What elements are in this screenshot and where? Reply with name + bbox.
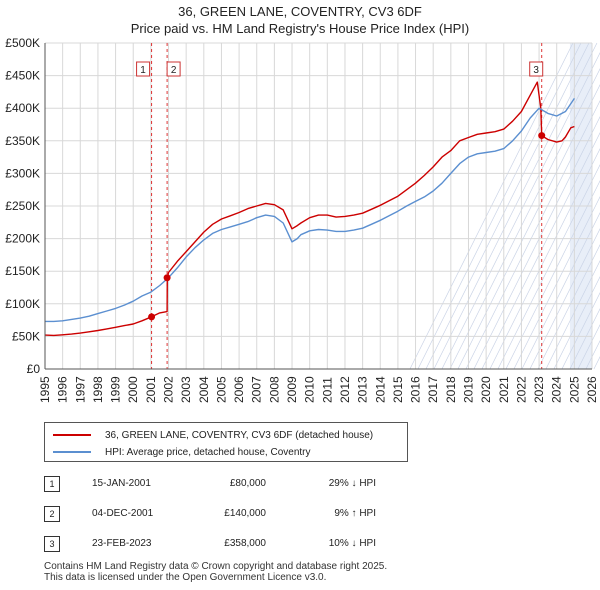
y-tick-label: £150K (5, 264, 40, 278)
transaction-marker: 3 (44, 536, 60, 552)
x-tick-label: 1997 (73, 376, 87, 403)
transaction-row: 1 15-JAN-2001 £80,000 29% ↓ HPI (44, 476, 464, 492)
x-tick-label: 2026 (585, 376, 599, 403)
x-tick-label: 1996 (56, 376, 70, 403)
plot-area: 1 2 3 £0 £50K £100K £150K £200K £250K £300K £350K £… (5, 36, 600, 403)
forecast-hatch (553, 276, 600, 370)
x-tick-label: 2018 (444, 376, 458, 403)
y-tick-label: £200K (5, 232, 40, 246)
chart-title: 36, GREEN LANE, COVENTRY, CV3 6DF (178, 4, 422, 19)
transaction-hpi-diff: 9% ↑ HPI (334, 508, 376, 519)
x-tick-label: 2021 (497, 376, 511, 403)
y-tick-label: £300K (5, 166, 40, 180)
transaction-price: £140,000 (224, 508, 266, 519)
transaction-hpi-diff: 29% ↓ HPI (328, 478, 376, 489)
transaction-marker: 2 (44, 506, 60, 522)
sale-label-box (136, 61, 151, 77)
x-tick-label: 2004 (197, 376, 211, 403)
sale-point (148, 313, 156, 321)
y-tick-label: £250K (5, 199, 40, 213)
legend-swatch-property (53, 434, 91, 436)
legend-item-property: 36, GREEN LANE, COVENTRY, CV3 6DF (detac… (53, 427, 373, 443)
transaction-date: 04-DEC-2001 (92, 508, 154, 519)
x-tick-label: 1999 (109, 376, 123, 403)
property-price-line (44, 81, 575, 337)
x-tick-label: 2015 (391, 376, 405, 403)
x-tick-label: 2024 (550, 376, 564, 403)
sale-point (538, 132, 546, 140)
transaction-hpi-diff: 10% ↓ HPI (328, 538, 376, 549)
forecast-hatch (561, 292, 600, 370)
transaction-date: 23-FEB-2023 (92, 538, 152, 549)
y-tick-label: £400K (5, 101, 40, 115)
x-tick-label: 2020 (479, 376, 493, 403)
y-tick-label: £350K (5, 134, 40, 148)
y-tick-label: £500K (5, 36, 40, 50)
legend-item-hpi: HPI: Average price, detached house, Cove… (53, 444, 311, 460)
chart-subtitle: Price paid vs. HM Land Registry's House … (130, 21, 470, 36)
transaction-price: £80,000 (229, 478, 266, 489)
x-tick-label: 1995 (38, 376, 52, 403)
legend-label-hpi: HPI: Average price, detached house, Cove… (105, 446, 311, 458)
sale-label-text: 1 (140, 65, 146, 76)
x-tick-label: 2014 (373, 376, 387, 403)
footer-copyright: Contains HM Land Registry data © Crown c… (44, 561, 388, 572)
y-tick-label: £450K (5, 69, 40, 83)
legend-swatch-hpi (53, 451, 91, 453)
transaction-price: £358,000 (224, 538, 266, 549)
x-tick-label: 2023 (532, 376, 546, 403)
sale-point (163, 274, 171, 282)
x-tick-label: 2005 (214, 376, 228, 403)
x-tick-label: 2019 (461, 376, 475, 403)
y-tick-label: £100K (5, 297, 40, 311)
legend-label-property: 36, GREEN LANE, COVENTRY, CV3 6DF (detac… (105, 429, 374, 441)
price-chart: 1 2 3 £0 £50K £100K £150K £200K £250K £300K £350K £… (5, 36, 600, 403)
x-tick-label: 2013 (356, 376, 370, 403)
sale-label-box (529, 61, 544, 77)
x-tick-label: 2010 (303, 376, 317, 403)
hpi-line (45, 98, 575, 323)
x-tick-label: 2009 (285, 376, 299, 403)
sale-label-text: 2 (171, 65, 177, 76)
x-tick-label: 2017 (426, 376, 440, 403)
x-tick-label: 2007 (250, 376, 264, 403)
x-tick-label: 2001 (144, 376, 158, 403)
y-tick-label: £0 (27, 362, 41, 376)
footer-license: This data is licensed under the Open Gov… (44, 572, 327, 583)
forecast-hatch (537, 244, 600, 370)
x-tick-label: 2003 (179, 376, 193, 403)
x-tick-label: 2000 (126, 376, 140, 403)
sale-label-text: 3 (533, 65, 539, 76)
x-tick-label: 2012 (338, 376, 352, 403)
forecast-hatch (513, 196, 600, 370)
forecast-hatch (593, 356, 600, 370)
x-tick-label: 2006 (232, 376, 246, 403)
x-tick-label: 2022 (514, 376, 528, 403)
x-tick-label: 2025 (567, 376, 581, 403)
x-tick-label: 2016 (409, 376, 423, 403)
transaction-row: 3 23-FEB-2023 £358,000 10% ↓ HPI (44, 536, 464, 552)
sale-label-box (166, 61, 181, 77)
forecast-hatch (545, 260, 600, 370)
y-tick-label: £50K (12, 329, 40, 343)
x-tick-label: 2008 (267, 376, 281, 403)
chart-legend: 36, GREEN LANE, COVENTRY, CV3 6DF (detac… (44, 422, 408, 462)
x-tick-label: 1998 (91, 376, 105, 403)
transaction-date: 15-JAN-2001 (92, 478, 151, 489)
transaction-marker: 1 (44, 476, 60, 492)
forecast-hatch (521, 212, 600, 370)
transaction-row: 2 04-DEC-2001 £140,000 9% ↑ HPI (44, 506, 464, 522)
forecast-hatch (569, 308, 600, 370)
x-tick-label: 2011 (320, 377, 334, 403)
x-tick-label: 2002 (162, 376, 176, 403)
